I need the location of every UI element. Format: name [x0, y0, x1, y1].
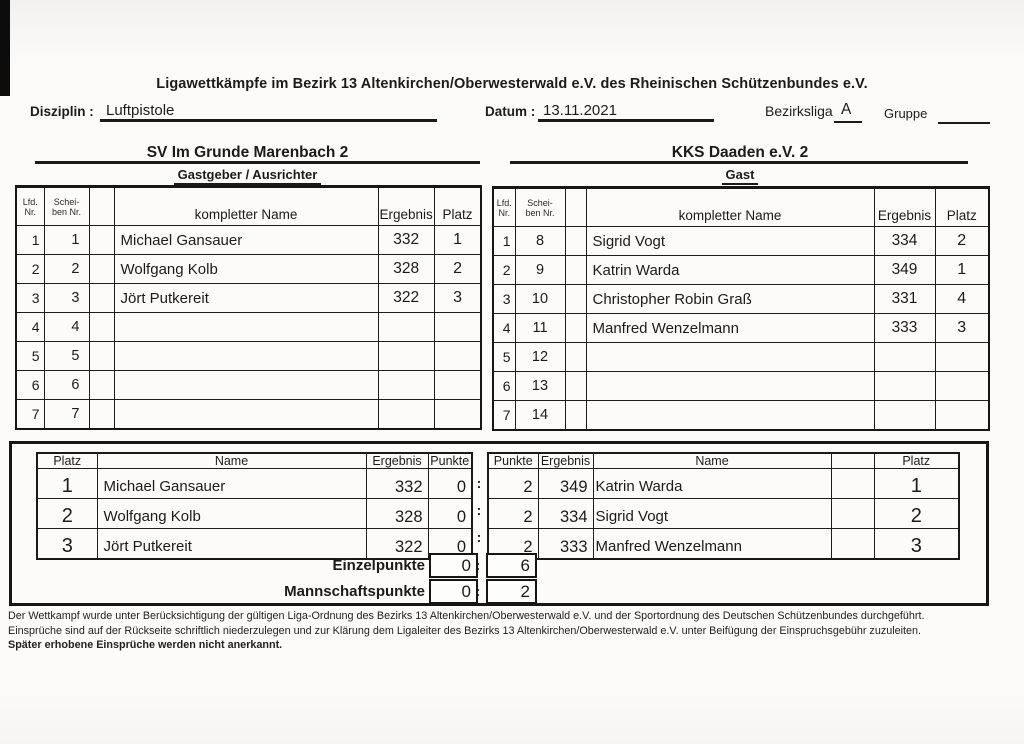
- home-team-role-wrap: Gastgeber / Ausrichter: [15, 163, 480, 185]
- datum-underline: [538, 119, 714, 122]
- datum-value: 13.11.2021: [543, 102, 617, 119]
- summary-guest-header-punkte: Punkte: [487, 452, 539, 469]
- guest-team-role-wrap: Gast: [492, 163, 988, 185]
- einzelpunkte-home-box: 0: [429, 553, 478, 578]
- summary-home-header-name: Name: [96, 452, 367, 469]
- disziplin-value: Luftpistole: [106, 102, 175, 119]
- disziplin-label: Disziplin :: [30, 104, 94, 119]
- mannschaftspunkte-label: Mannschaftspunkte: [284, 583, 425, 600]
- guest-col-header-ergebnis: Ergebnis: [873, 187, 936, 227]
- table-row: 3 Jört Putkereit 322 0: [36, 528, 473, 560]
- summary-guest-header-name: Name: [592, 452, 832, 469]
- guest-col-header-name: kompletter Name: [585, 187, 875, 227]
- table-row: 7 14: [492, 400, 990, 431]
- summary-guest-header-platz: Platz: [873, 452, 960, 469]
- table-row: 5 12: [492, 342, 990, 372]
- home-summary-table: Platz Name Ergebnis Punkte 1 Michael Gans…: [36, 452, 473, 560]
- table-row: 2 9 Katrin Warda 349 1: [492, 255, 990, 285]
- table-row: 3 3 Jört Putkereit 322 3: [15, 283, 482, 313]
- table-row: 2 333 Manfred Wenzelmann 3: [487, 528, 960, 560]
- score-colon: :: [475, 557, 481, 573]
- score-colon: :: [476, 502, 482, 518]
- bezirksliga-underline: [834, 121, 862, 123]
- guest-col-header-blank: [564, 187, 587, 227]
- gruppe-underline: [938, 122, 990, 124]
- guest-col-header-scheibe: Schei-ben Nr.: [514, 187, 566, 227]
- disziplin-underline: [100, 119, 437, 122]
- guest-team-role: Gast: [721, 167, 759, 185]
- footer-notes: Der Wettkampf wurde unter Berücksichtigu…: [8, 609, 1016, 653]
- gruppe-label: Gruppe: [884, 106, 928, 121]
- home-col-header-scheibe: Schei-ben Nr.: [43, 186, 90, 226]
- guest-col-header-platz: Platz: [934, 187, 990, 227]
- summary-home-header-ergebnis: Ergebnis: [365, 452, 429, 469]
- home-team-name: SV Im Grunde Marenbach 2: [146, 144, 349, 161]
- einzelpunkte-guest-box: 6: [486, 553, 537, 578]
- table-row: 1 8 Sigrid Vogt 334 2: [492, 226, 990, 256]
- table-row: 2 349 Katrin Warda 1: [487, 468, 960, 499]
- footer-line-3: Später erhobene Einsprüche werden nicht …: [8, 639, 283, 651]
- summary-guest-header-ergebnis: Ergebnis: [537, 452, 594, 469]
- guest-summary-table: Punkte Ergebnis Name Platz 2 349 Katrin Wa…: [487, 452, 960, 560]
- footer-line-1: Der Wettkampf wurde unter Berücksichtigu…: [8, 610, 925, 622]
- home-results-table: Lfd. Nr. Schei-ben Nr. kompletter Name Er…: [15, 185, 483, 430]
- home-col-header-name: kompletter Name: [113, 186, 379, 226]
- mannschaftspunkte-home-box: 0: [429, 579, 478, 604]
- bezirksliga-label: Bezirksliga: [765, 103, 833, 119]
- home-team-header: SV Im Grunde Marenbach 2: [15, 144, 480, 162]
- table-row: 1 Michael Gansauer 332 0: [36, 468, 473, 499]
- home-col-header-platz: Platz: [433, 186, 482, 226]
- guest-team-underline: [510, 161, 968, 164]
- table-row: 2 Wolfgang Kolb 328 0: [36, 498, 473, 529]
- home-col-header-ergebnis: Ergebnis: [377, 186, 435, 226]
- table-row: 6 13: [492, 371, 990, 401]
- table-row: 4 11 Manfred Wenzelmann 333 3: [492, 313, 990, 343]
- mannschaftspunkte-guest-box: 2: [486, 579, 537, 604]
- guest-team-name: KKS Daaden e.V. 2: [671, 144, 809, 161]
- home-col-header-blank: [88, 186, 115, 226]
- footer-line-2: Einsprüche sind auf der Rückseite schrif…: [8, 624, 922, 637]
- score-colon: :: [475, 583, 481, 599]
- table-row: 2 2 Wolfgang Kolb 328 2: [15, 254, 482, 284]
- scan-artifact-bar: [0, 0, 10, 96]
- table-row: 1 1 Michael Gansauer 332 1: [15, 225, 482, 255]
- summary-home-header-platz: Platz: [36, 452, 98, 469]
- summary-section-box: [9, 441, 989, 606]
- table-row: 3 10 Christopher Robin Graß 331 4: [492, 284, 990, 314]
- home-team-underline: [35, 161, 480, 164]
- summary-guest-header-blank: [830, 452, 875, 469]
- page-title: Ligawettkämpfe im Bezirk 13 Altenkirchen…: [156, 76, 868, 92]
- score-colon: :: [476, 529, 482, 545]
- einzelpunkte-label: Einzelpunkte: [332, 557, 425, 574]
- score-colon: :: [476, 475, 482, 491]
- guest-col-header-lfd: Lfd. Nr.: [492, 187, 516, 227]
- datum-label: Datum :: [485, 104, 536, 119]
- table-row: 2 334 Sigrid Vogt 2: [487, 498, 960, 529]
- guest-team-header: KKS Daaden e.V. 2: [492, 144, 988, 162]
- summary-home-header-punkte: Punkte: [427, 452, 473, 469]
- guest-results-table: Lfd. Nr. Schei-ben Nr. kompletter Name Er…: [492, 186, 990, 431]
- bezirksliga-value: A: [841, 101, 852, 118]
- home-col-header-lfd: Lfd. Nr.: [15, 186, 45, 226]
- home-team-role: Gastgeber / Ausrichter: [173, 167, 322, 185]
